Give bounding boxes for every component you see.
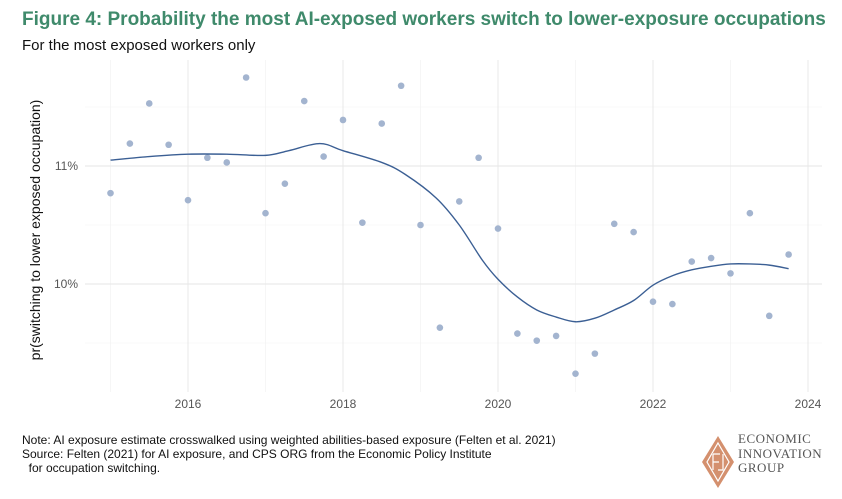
data-point [378,120,386,127]
data-point [630,228,637,236]
data-point [552,332,560,340]
data-point [610,220,618,228]
data-point [126,140,134,147]
data-point [533,337,541,344]
data-point [727,270,734,277]
data-point [339,116,347,124]
chart-title: Figure 4: Probability the most AI-expose… [22,9,826,30]
data-point [765,312,773,320]
logo-text-line: ECONOMIC [738,431,812,446]
data-point [436,324,444,331]
x-tick-label: 2022 [640,397,667,411]
data-point [649,298,657,306]
data-point [145,100,153,107]
x-tick-label: 2020 [485,397,512,411]
data-point [417,221,424,229]
logo-text-line: INNOVATION [738,445,823,461]
note-line: for occupation switching. [22,461,161,475]
data-point [707,254,715,262]
x-tick-label: 2018 [330,397,357,411]
data-point [397,82,405,90]
smoothed-trend-line [110,142,789,323]
logo-text-line: GROUP [738,460,785,475]
note-line: Note: AI exposure estimate crosswalked u… [22,433,556,447]
data-point [223,159,231,166]
data-point [455,198,463,205]
data-point [242,74,250,81]
data-point [300,97,308,105]
data-point [514,330,521,337]
data-point [184,196,192,204]
y-axis-label: pr(switching to lower exposed occupation… [27,100,43,361]
logo-diamond-icon [702,436,734,488]
x-tick-label: 2016 [175,397,202,411]
y-tick-label: 11% [55,159,78,173]
data-point [165,141,172,149]
data-point [204,154,211,162]
note-line: Source: Felten (2021) for AI exposure, a… [22,447,492,461]
data-point [359,219,366,226]
data-point [281,180,289,187]
data-point [572,370,579,377]
data-point [320,153,327,160]
data-point [785,251,792,258]
x-tick-label: 2024 [795,397,822,411]
data-point [262,209,269,217]
data-point [107,189,114,197]
data-point [669,300,676,308]
y-tick-label: 10% [54,277,78,291]
data-point [688,258,696,265]
data-point [494,225,502,232]
source-note: Note: AI exposure estimate crosswalked u… [22,433,556,475]
data-point [746,209,754,217]
chart-subtitle: For the most exposed workers only [22,37,256,54]
eig-logo: ECONOMIC INNOVATION GROUP [698,431,838,492]
data-point [591,350,599,357]
data-point [475,154,482,162]
